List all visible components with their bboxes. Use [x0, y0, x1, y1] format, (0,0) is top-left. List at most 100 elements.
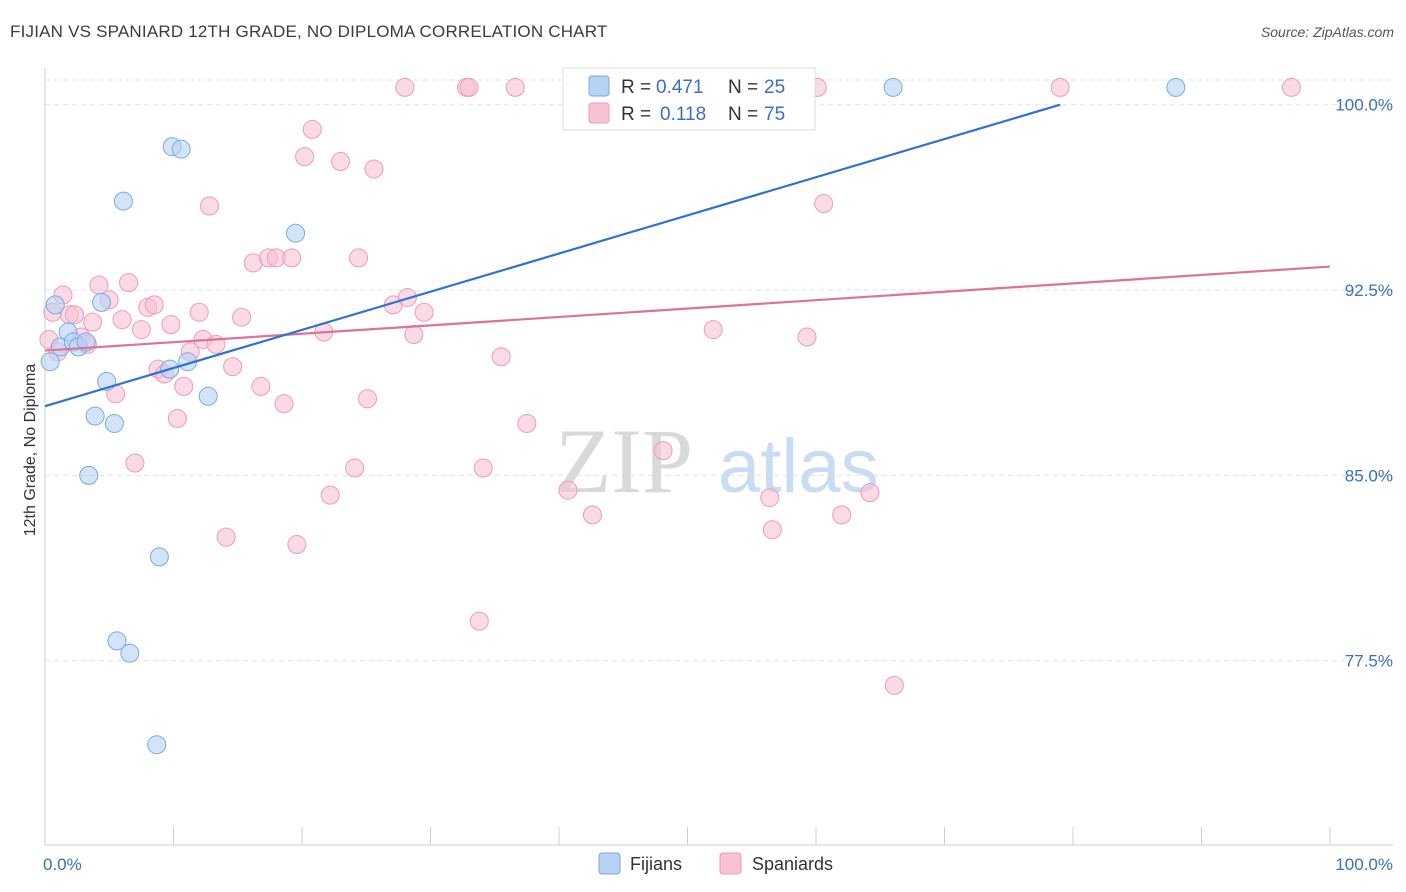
spaniard-point: [144, 295, 164, 315]
fijian-point: [85, 406, 105, 426]
spaniard-point: [364, 159, 384, 179]
x-tick-label-min: 0.0%: [43, 855, 82, 874]
spaniard-point: [703, 320, 723, 340]
spaniard-point: [112, 310, 132, 330]
spaniard-point: [125, 453, 145, 473]
spaniards-legend-swatch: [719, 852, 742, 875]
spaniard-point: [473, 458, 493, 478]
spaniard-legend-swatch: [588, 102, 610, 124]
spaniard-point: [395, 77, 415, 97]
spaniard-point: [295, 147, 315, 167]
fijian-point: [92, 292, 112, 312]
spaniard-n-value: 75: [764, 104, 785, 125]
fijians-legend-label: Fijians: [630, 854, 682, 874]
y-tick-label: 92.5%: [1345, 281, 1393, 300]
chart-title: FIJIAN VS SPANIARD 12TH GRADE, NO DIPLOM…: [10, 22, 608, 41]
spaniard-point: [517, 413, 537, 433]
watermark-zip: ZIP: [555, 410, 693, 512]
spaniard-point: [232, 307, 252, 327]
fijian-point: [45, 295, 65, 315]
spaniard-point: [860, 483, 880, 503]
fijian-point: [107, 631, 127, 651]
spaniard-point: [345, 458, 365, 478]
fijian-point: [198, 386, 218, 406]
spaniard-trend-line: [44, 265, 1331, 352]
spaniard-point: [459, 77, 479, 97]
spaniard-point: [404, 325, 424, 345]
spaniard-point: [302, 119, 322, 139]
fijian-point: [113, 191, 133, 211]
spaniard-point: [320, 485, 340, 505]
spaniard-point: [274, 394, 294, 414]
x-tick-label-max: 100.0%: [1335, 855, 1393, 874]
axes-layer: 100.0% 92.5% 85.0% 77.5%: [44, 68, 1393, 846]
spaniard-r-label: R =: [621, 104, 651, 125]
fijian-point: [120, 643, 140, 663]
fijian-point: [149, 547, 169, 567]
fijian-legend-swatch: [588, 75, 610, 97]
spaniard-point: [65, 305, 85, 325]
fijian-point: [76, 332, 96, 352]
spaniard-point: [653, 441, 673, 461]
spaniards-legend-label: Spaniards: [752, 854, 833, 874]
series-legend: Fijians Spaniards: [598, 852, 833, 875]
fijian-point: [147, 735, 167, 755]
watermark: ZIP atlas: [555, 410, 879, 512]
spaniard-point: [832, 505, 852, 525]
spaniard-point: [287, 535, 307, 555]
spaniard-point: [349, 248, 369, 268]
spaniard-point: [131, 320, 151, 340]
y-tick-label: 100.0%: [1335, 96, 1393, 115]
spaniard-n-label: N =: [728, 104, 758, 125]
fijian-n-value: 25: [764, 77, 785, 98]
spaniard-point: [505, 77, 525, 97]
spaniard-point: [251, 376, 271, 396]
fijian-r-label: R =: [621, 77, 651, 98]
spaniard-r-value: 0.118: [660, 104, 706, 125]
points-layer: [39, 77, 1301, 755]
spaniard-point: [119, 273, 139, 293]
spaniard-point: [358, 389, 378, 409]
watermark-atlas: atlas: [718, 424, 879, 509]
spaniard-point: [1281, 77, 1301, 97]
y-axis-title: 12th Grade, No Diploma: [22, 364, 39, 537]
spaniard-point: [167, 409, 187, 429]
spaniard-point: [760, 488, 780, 508]
stats-legend: R = 0.471 N = 25 R = 0.118 N = 75: [562, 67, 816, 131]
spaniard-point: [83, 312, 103, 332]
source-credit: Source: ZipAtlas.com: [1260, 24, 1394, 40]
fijian-point: [286, 223, 306, 243]
grid-layer: [45, 79, 1393, 662]
spaniard-point: [814, 194, 834, 214]
spaniard-point: [414, 302, 434, 322]
spaniard-point: [762, 520, 782, 540]
spaniard-point: [491, 347, 511, 367]
spaniard-point: [223, 357, 243, 377]
fijian-point: [40, 352, 60, 372]
spaniard-point: [558, 480, 578, 500]
spaniard-point: [582, 505, 602, 525]
y-tick-label: 85.0%: [1345, 466, 1393, 485]
spaniard-point: [174, 376, 194, 396]
spaniard-point: [469, 611, 489, 631]
spaniard-point: [199, 196, 219, 216]
y-tick-label: 77.5%: [1345, 652, 1393, 671]
fijian-point: [171, 139, 191, 159]
spaniard-point: [1050, 77, 1070, 97]
fijian-point: [883, 77, 903, 97]
spaniard-point: [797, 327, 817, 347]
spaniard-point: [216, 527, 236, 547]
fijian-point: [1166, 77, 1186, 97]
fijian-point: [79, 465, 99, 485]
fijian-n-label: N =: [728, 77, 758, 98]
spaniard-point: [331, 152, 351, 172]
trend-layer: [44, 103, 1331, 408]
fijians-legend-swatch: [598, 852, 621, 875]
spaniard-point: [884, 675, 904, 695]
spaniard-point: [282, 248, 302, 268]
fijian-trend-line: [44, 103, 1061, 408]
spaniard-point: [189, 302, 209, 322]
fijian-r-value: 0.471: [656, 77, 704, 98]
fijian-point: [104, 413, 124, 433]
